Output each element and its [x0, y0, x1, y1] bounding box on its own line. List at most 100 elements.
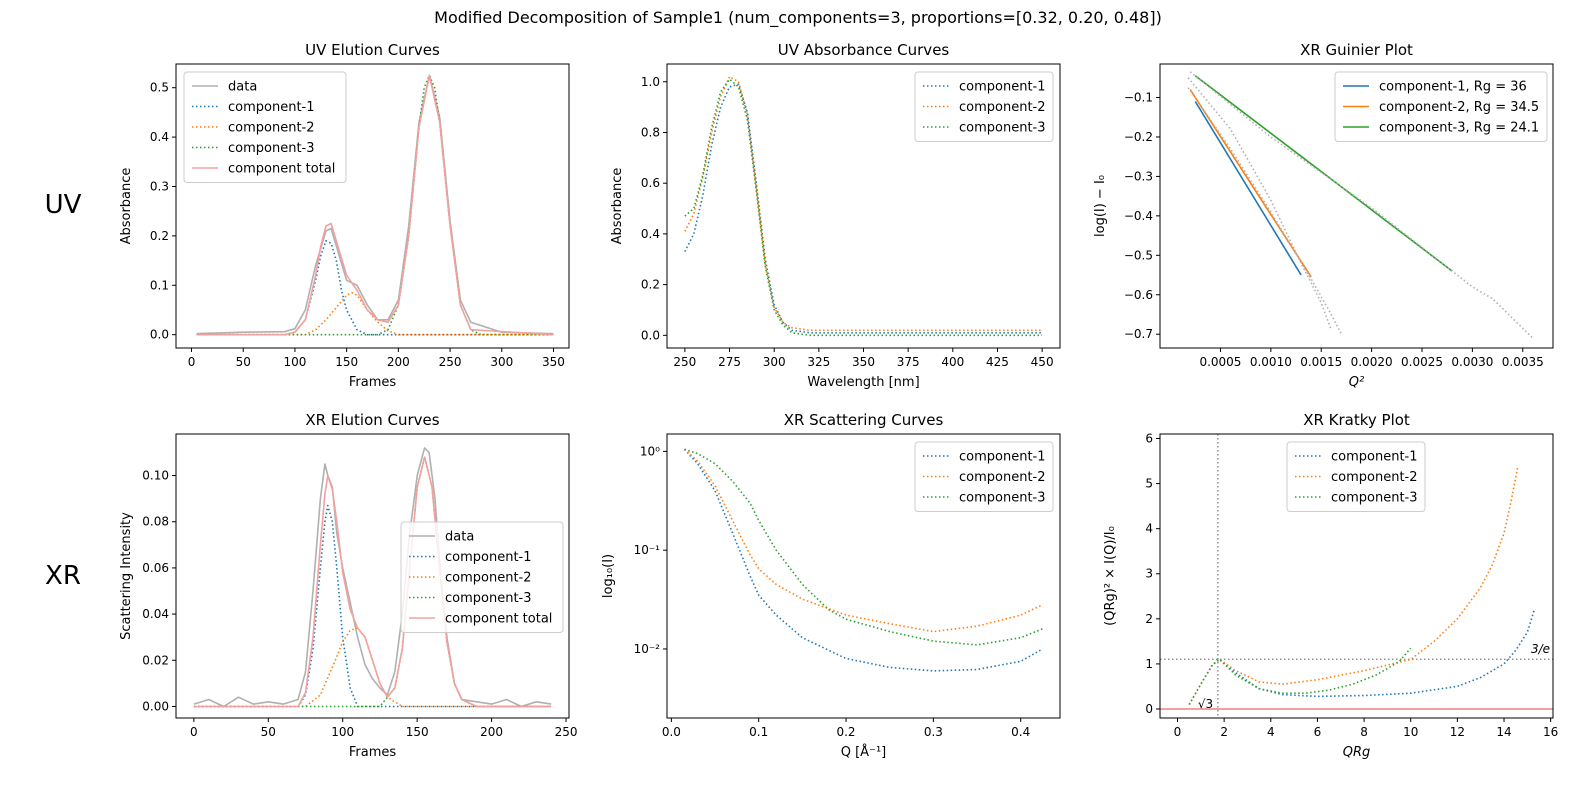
series-component-3-line [1194, 75, 1453, 272]
chart-uv_absorbance: UV Absorbance Curves Wavelength [nm] Absor… [610, 41, 1061, 390]
series-data-line [1189, 71, 1534, 339]
legend-box [400, 521, 564, 633]
legend-label: component-3 [959, 121, 1046, 136]
y-tick-label: −0.7 [1124, 327, 1153, 341]
y-tick-label: −0.5 [1124, 248, 1153, 262]
legend: component-1 component-2 component-3 [914, 441, 1054, 512]
x-tick-label: 0.0015 [1300, 355, 1342, 369]
chart-xr_guinier: XR Guinier Plot Q² log(I) − I₀ 0.0005 0.0010… [1093, 41, 1554, 390]
chart-title: XR Scattering Curves [784, 411, 944, 429]
series-component-2-line [193, 627, 552, 708]
x-axis-label: Frames [349, 375, 397, 390]
legend-label: component-3 [1331, 491, 1418, 506]
series-data-line [1187, 77, 1333, 331]
legend-label: component-1 [1331, 450, 1418, 465]
y-axis-label: log(I) − I₀ [1093, 175, 1108, 237]
y-tick-label: 10⁻¹ [634, 543, 661, 557]
annotation-3-over-e: 3/e [1531, 642, 1550, 656]
legend-label: data [228, 80, 257, 95]
y-tick-label: −0.3 [1124, 169, 1153, 183]
x-tick-label: 0.0005 [1199, 355, 1241, 369]
axes-frame [666, 433, 1061, 719]
x-tick-label: 0.0025 [1401, 355, 1443, 369]
y-tick-label: −0.4 [1124, 209, 1153, 223]
series-component-1-line [193, 504, 552, 708]
y-tick-label: 0.3 [150, 179, 169, 193]
x-tick-label: 50 [236, 355, 251, 369]
chart-title: XR Elution Curves [305, 411, 439, 429]
y-tick-label: 0.08 [142, 515, 169, 529]
annotation-sqrt3: √3 [1198, 697, 1213, 711]
chart-title: XR Guinier Plot [1300, 41, 1413, 59]
x-tick-label: 0 [188, 355, 196, 369]
legend: data component-1 component-2 component-3 com… [400, 521, 564, 633]
x-tick-label: 0.0035 [1502, 355, 1544, 369]
x-axis-label: QRg [1343, 745, 1371, 760]
y-tick-label: 0.06 [142, 561, 169, 575]
axes-frame [1159, 63, 1554, 349]
y-tick-label: 0.0 [150, 328, 169, 342]
legend-label: component-3 [228, 141, 315, 156]
y-axis-label: Scattering Intensity [119, 512, 134, 640]
legend-label: component-1 [445, 550, 532, 565]
legend-label: component-2 [1331, 470, 1418, 485]
y-tick-label: 0.2 [150, 229, 169, 243]
x-tick-label: 6 [1314, 725, 1322, 739]
legend-label: component total [445, 612, 552, 627]
legend-box [183, 71, 347, 183]
x-tick-label: 0 [1174, 725, 1182, 739]
y-tick-label: 0.6 [641, 176, 660, 190]
x-tick-label: 375 [897, 355, 920, 369]
x-tick-label: 16 [1543, 725, 1558, 739]
y-tick-label: 0 [1145, 702, 1153, 716]
x-tick-label: 250 [673, 355, 696, 369]
axes-frame [175, 63, 570, 349]
legend-label: component-2, Rg = 34.5 [1379, 100, 1539, 115]
y-tick-label: 0.4 [641, 227, 660, 241]
legend-label: component-3, Rg = 24.1 [1379, 121, 1539, 136]
axes-frame [1159, 433, 1554, 719]
legend-label: component-2 [959, 100, 1046, 115]
series-component-1-line [196, 240, 554, 336]
x-tick-label: 0.0020 [1351, 355, 1393, 369]
series-component-2-line [1188, 465, 1519, 705]
y-axis-label: (QRg)² × I(Q)/I₀ [1103, 526, 1118, 626]
x-tick-label: 8 [1360, 725, 1368, 739]
chart-xr_scattering: XR Scattering Curves Q [Å⁻¹] log₁₀(I) 0.0 0.… [601, 411, 1061, 760]
y-tick-label: 0.4 [150, 130, 169, 144]
y-tick-label: 10⁻² [634, 642, 661, 656]
y-tick-label: 1 [1145, 657, 1153, 671]
legend-label: component-1, Rg = 36 [1379, 80, 1527, 95]
x-tick-label: 150 [406, 725, 429, 739]
y-tick-label: 2 [1145, 612, 1153, 626]
legend-box [1334, 71, 1548, 142]
x-tick-label: 0.4 [1011, 725, 1030, 739]
legend-label: component-1 [959, 450, 1046, 465]
x-tick-label: 200 [387, 355, 410, 369]
y-tick-label: 4 [1145, 522, 1153, 536]
series-component-2-line [684, 75, 1043, 332]
x-tick-label: 425 [986, 355, 1009, 369]
y-tick-label: −0.6 [1124, 288, 1153, 302]
series-component-3-line [1188, 647, 1412, 705]
y-tick-label: 5 [1145, 477, 1153, 491]
y-tick-label: 0.00 [142, 699, 169, 713]
x-tick-label: 10 [1403, 725, 1418, 739]
legend-label: component-3 [959, 491, 1046, 506]
chart-uv_elution: UV Elution Curves Frames Absorbance 0 50 100 1… [119, 41, 570, 390]
series-data-line [1187, 87, 1343, 335]
x-tick-label: 14 [1496, 725, 1511, 739]
series-component-1-line [1188, 609, 1536, 705]
series-component-2-line [196, 291, 554, 336]
figure-title: Modified Decomposition of Sample1 (num_c… [434, 8, 1162, 28]
chart-title: XR Kratky Plot [1303, 411, 1410, 429]
legend: data component-1 component-2 component-3 com… [183, 71, 347, 183]
x-tick-label: 275 [718, 355, 741, 369]
chart-xr_elution: XR Elution Curves Frames Scattering Intens… [119, 411, 577, 760]
series-component-3-line [684, 78, 1043, 337]
y-tick-label: −0.1 [1124, 91, 1153, 105]
x-axis-label: Frames [349, 745, 397, 760]
y-tick-label: 10⁰ [640, 444, 660, 458]
